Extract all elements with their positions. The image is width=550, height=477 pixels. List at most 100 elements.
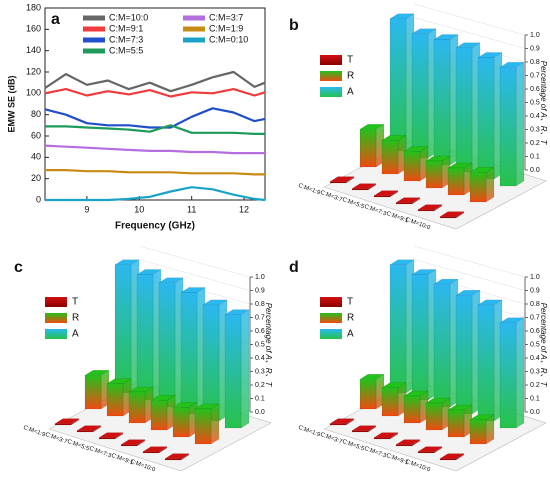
series-line [45, 186, 266, 202]
z-axis-label: Percentage of A、R、T [539, 303, 548, 388]
z-tick-label: 0.3 [530, 126, 540, 133]
bar-side [240, 309, 250, 429]
z-tick-label: 1.0 [255, 274, 265, 281]
x-tick-label: 12 [239, 204, 249, 214]
bar-front [447, 167, 465, 196]
z-tick-label: 0.2 [530, 382, 540, 389]
panel: 0.0 0.1 0.2 0.3 0.4 0.5 0.6 0.7 0.8 0.9 1.0 Percent… [289, 3, 548, 232]
bar-front [381, 140, 399, 175]
legend-label: C:M=10:0 [109, 12, 148, 22]
wall-grid-line [413, 245, 526, 278]
y-tick-label: 40 [31, 152, 41, 162]
y-tick-label: 100 [26, 88, 41, 98]
bar-front [164, 458, 182, 461]
bar-front [439, 216, 457, 219]
z-axis-label: Percentage of A、R、T [539, 61, 548, 146]
category-label: C:M=1:9 [22, 425, 46, 439]
z-tick-label: 0.6 [255, 328, 265, 335]
bar-front [425, 160, 443, 189]
bar-front [373, 195, 391, 198]
legend-label: C:M=0:10 [209, 34, 248, 44]
legend-label: T [347, 297, 353, 308]
bar-front [433, 283, 451, 408]
legend-label: R [72, 313, 79, 324]
panel: 0.0 0.1 0.2 0.3 0.4 0.5 0.6 0.7 0.8 0.9 1.0 Percent… [289, 245, 548, 474]
y-tick-label: 160 [26, 24, 41, 34]
legend-swatch [45, 297, 67, 307]
panel-label: c [14, 259, 23, 276]
bar-front [194, 408, 212, 445]
z-tick-label: 0.3 [255, 368, 265, 375]
z-tick-label: 0.0 [530, 167, 540, 174]
z-tick-label: 0.7 [530, 314, 540, 321]
z-tick-label: 0.7 [255, 314, 265, 321]
bar-front [417, 209, 435, 212]
panel-label: d [289, 259, 299, 276]
x-tick-label: 11 [187, 204, 196, 214]
y-axis-label: EMW SE (dB) [6, 76, 16, 133]
bar-front [84, 375, 102, 410]
bar-front [499, 322, 517, 429]
bar-front [120, 444, 138, 447]
bar-front [439, 458, 457, 461]
bar-front [477, 57, 495, 180]
z-tick-label: 0.8 [530, 59, 540, 66]
legend-swatch [320, 329, 342, 339]
bar-front [172, 407, 190, 438]
z-tick-label: 0.1 [530, 153, 540, 160]
legend-label: C:M=9:1 [109, 23, 143, 33]
x-tick-label: 10 [134, 204, 144, 214]
y-tick-label: 80 [31, 109, 41, 119]
bar-front [433, 39, 451, 166]
z-tick-label: 0.6 [530, 86, 540, 93]
bar-front [114, 264, 132, 394]
z-tick-label: 1.0 [530, 274, 540, 281]
legend-swatch [45, 329, 67, 339]
bar-front [469, 172, 487, 203]
y-tick-label: 60 [31, 130, 41, 140]
z-tick-label: 0.0 [255, 409, 265, 416]
bar-front [351, 188, 369, 191]
z-tick-label: 0.4 [530, 113, 540, 120]
y-tick-label: 140 [26, 45, 41, 55]
bar-front [202, 304, 220, 422]
bar-front [499, 66, 517, 187]
legend-swatch [320, 297, 342, 307]
bar-front [54, 423, 72, 426]
bar-front [389, 18, 407, 152]
bar-side [485, 166, 495, 203]
z-tick-label: 0.9 [255, 287, 265, 294]
y-tick-label: 120 [26, 66, 41, 76]
bar-front [417, 451, 435, 454]
legend-swatch [45, 313, 67, 323]
bar-front [411, 274, 429, 401]
bar-front [373, 437, 391, 440]
category-label: C:M=1:9 [297, 425, 321, 439]
bar-front [455, 295, 473, 415]
bar-front [136, 274, 154, 401]
x-axis-label: Frequency (GHz) [115, 221, 195, 232]
wall-grid-line [413, 259, 526, 291]
y-tick-label: 20 [31, 173, 41, 183]
bar-front [329, 423, 347, 426]
z-tick-label: 0.5 [255, 341, 265, 348]
z-tick-label: 0.9 [530, 45, 540, 52]
z-axis-label: Percentage of A、R、T [264, 303, 273, 388]
bar-front [403, 395, 421, 424]
z-tick-label: 0.8 [530, 301, 540, 308]
legend-label: T [347, 55, 353, 66]
legend-label: C:M=7:3 [109, 34, 143, 44]
legend-label: A [72, 329, 79, 340]
bar-front [224, 314, 242, 429]
series-line [44, 88, 266, 98]
panel-label: a [51, 11, 60, 28]
z-tick-label: 0.5 [530, 99, 540, 106]
z-tick-label: 0.4 [530, 355, 540, 362]
panel: 0.0 0.1 0.2 0.3 0.4 0.5 0.6 0.7 0.8 0.9 1.0 Percent… [14, 245, 273, 474]
z-tick-label: 0.0 [530, 409, 540, 416]
legend-label: C:M=5:5 [109, 45, 143, 55]
bar-front [395, 202, 413, 205]
bar-front [389, 264, 407, 394]
legend-label: R [347, 313, 354, 324]
bar-front [477, 304, 495, 422]
